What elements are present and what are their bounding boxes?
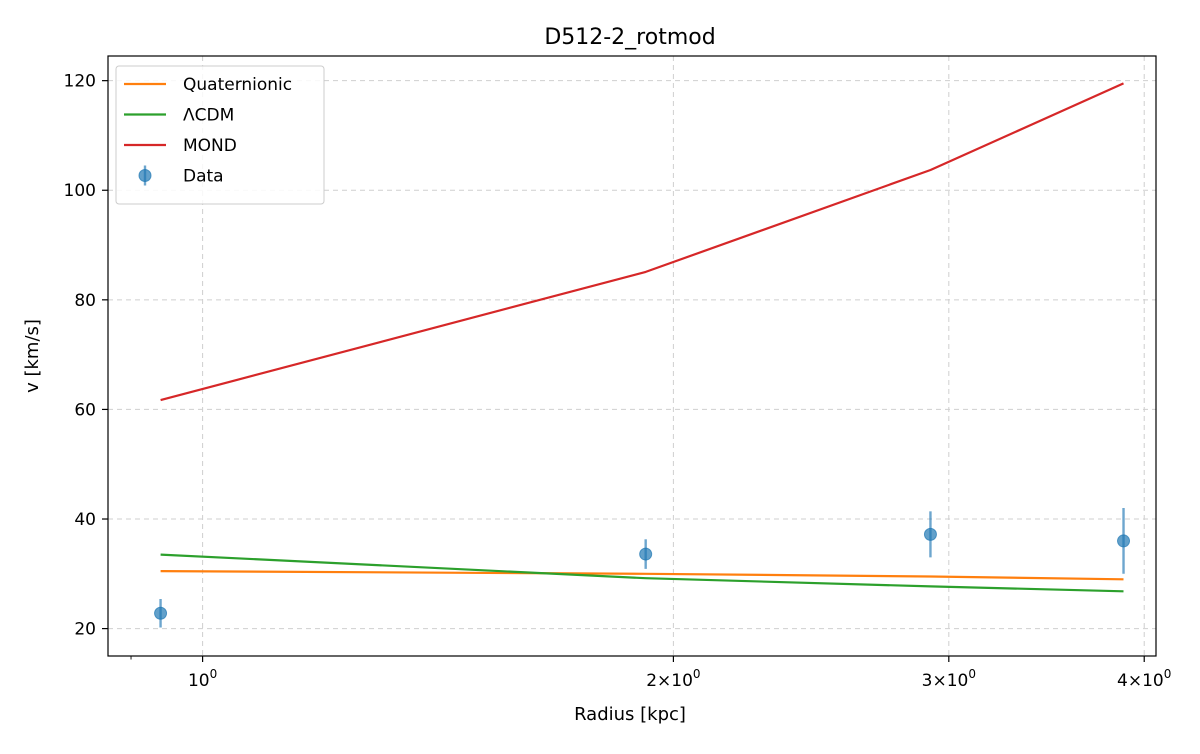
x-tick-label: 3×100: [922, 667, 976, 691]
x-tick-exponent: 0: [1164, 667, 1172, 681]
legend-label-quaternionic: Quaternionic: [183, 75, 292, 95]
legend: Quaternionic ΛCDM MOND Data: [115, 65, 325, 205]
x-tick-exponent: 0: [693, 667, 701, 681]
legend-label-mond: MOND: [183, 136, 237, 156]
y-axis-label: v [km/s]: [22, 319, 43, 393]
y-tick-label: 100: [64, 181, 96, 201]
legend-swatch-data: [138, 169, 152, 182]
y-tick-label: 80: [74, 291, 96, 311]
x-tick-exponent: 0: [968, 667, 976, 681]
series-line-lcdm: [160, 553, 1124, 593]
data-point: [1117, 534, 1131, 548]
x-tick-base: 10: [1142, 671, 1164, 691]
y-tick-label: 40: [74, 510, 96, 530]
x-tick-base: 10: [671, 671, 693, 691]
x-tick-base: 10: [188, 671, 210, 691]
x-tick-exponent: 0: [210, 667, 218, 681]
data-point: [639, 547, 653, 561]
chart-title: D512-2_rotmod: [544, 25, 715, 50]
legend-label-lcdm: ΛCDM: [183, 106, 234, 126]
y-tick-label: 60: [74, 400, 96, 420]
x-tick-mantissa: 3×: [922, 671, 947, 691]
data-point: [154, 606, 168, 620]
plot-area-frame: [107, 55, 1157, 657]
x-tick-label: 100: [188, 667, 217, 691]
x-tick-label: 2×100: [646, 667, 700, 691]
series-layer: [154, 82, 1131, 628]
y-tick-label: 120: [64, 72, 96, 92]
legend-label-data: Data: [183, 167, 224, 187]
x-tick-mantissa: 2×: [646, 671, 671, 691]
y-tick-label: 20: [74, 620, 96, 640]
data-point: [923, 527, 937, 541]
x-tick-mantissa: 4×: [1117, 671, 1142, 691]
series-line-mond: [160, 82, 1124, 402]
series-line-quaternionic: [160, 569, 1124, 581]
x-axis-label: Radius [kpc]: [574, 704, 686, 725]
legend-box: [115, 65, 325, 205]
x-tick-base: 10: [947, 671, 969, 691]
x-tick-label: 4×100: [1117, 667, 1171, 691]
